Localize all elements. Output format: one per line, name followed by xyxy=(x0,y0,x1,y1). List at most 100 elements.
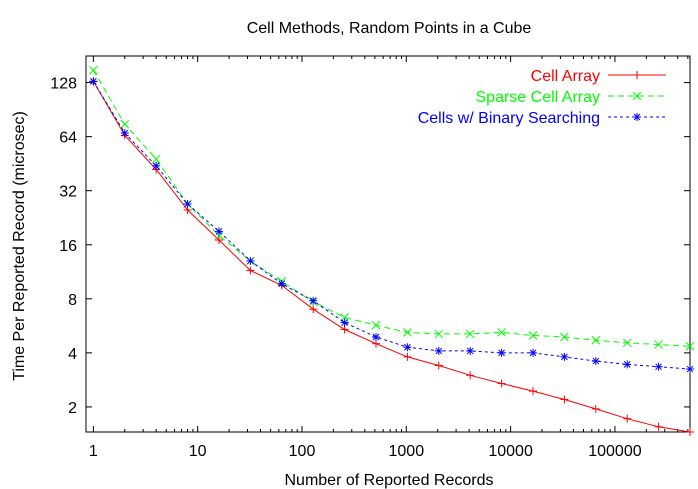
data-point xyxy=(434,329,444,339)
data-point xyxy=(214,227,223,236)
axis-ticks: 1 10 100 1000 10000 100000 2 4 8 16 32 64 128 xyxy=(50,56,690,460)
series-2 xyxy=(89,65,695,351)
y-tick-label: 128 xyxy=(50,76,77,93)
legend-entry: Cell Array xyxy=(531,68,666,85)
star-marker-b xyxy=(655,363,662,371)
data-point xyxy=(528,387,537,396)
star-marker-b xyxy=(278,280,286,288)
data-point xyxy=(340,318,349,327)
y-tick-label: 16 xyxy=(59,238,77,255)
star-marker-b xyxy=(152,162,160,170)
star-marker-b xyxy=(529,349,537,357)
data-point xyxy=(497,379,506,388)
data-point xyxy=(89,77,98,86)
cross-marker-b xyxy=(434,329,444,339)
cross-marker-b xyxy=(151,154,161,164)
star-marker-b xyxy=(184,200,191,208)
star-marker-b xyxy=(623,361,631,368)
y-axis-label: Time Per Reported Record (microsec) xyxy=(11,111,28,381)
data-point xyxy=(246,256,255,265)
data-point xyxy=(403,352,412,361)
data-point xyxy=(622,338,632,348)
series-line xyxy=(92,81,691,433)
data-point xyxy=(591,335,601,345)
y-tick-label: 4 xyxy=(68,346,77,363)
data-point xyxy=(151,154,161,164)
data-point xyxy=(309,296,318,305)
data-point xyxy=(591,357,600,366)
x-tick-label: 100000 xyxy=(588,443,641,460)
cross-marker-b xyxy=(632,91,642,101)
star-marker-b xyxy=(404,343,411,351)
y-tick-label: 2 xyxy=(68,400,77,417)
star-marker-b xyxy=(247,257,254,265)
data-point xyxy=(654,422,663,431)
data-point xyxy=(560,332,569,342)
data-point xyxy=(654,340,663,349)
legend-swatch-marker xyxy=(633,113,641,121)
cross-marker-b xyxy=(622,338,632,348)
star-marker-b xyxy=(435,347,443,355)
y-tick-label: 32 xyxy=(59,184,77,201)
data-point xyxy=(686,365,694,374)
legend-swatch-marker xyxy=(633,71,641,79)
data-point xyxy=(623,414,632,423)
cross-marker-b xyxy=(528,331,538,340)
cross-marker-b xyxy=(654,340,663,349)
x-tick-label: 1000 xyxy=(389,443,425,460)
data-point xyxy=(403,343,412,352)
x-tick-label: 1 xyxy=(89,443,98,460)
cross-marker-b xyxy=(560,332,569,342)
cross-marker-b xyxy=(120,119,130,129)
data-point xyxy=(434,361,443,370)
data-point xyxy=(623,360,632,369)
legend-label: Cell Array xyxy=(531,68,600,85)
data-point xyxy=(89,65,98,75)
data-point xyxy=(120,129,129,138)
series-3 xyxy=(89,77,694,374)
cross-marker-b xyxy=(214,231,224,240)
series-line xyxy=(92,81,691,370)
x-tick-label: 10 xyxy=(189,443,207,460)
data-point xyxy=(214,231,224,240)
data-point xyxy=(497,348,506,357)
star-marker-b xyxy=(498,349,505,357)
legend-label: Cells w/ Binary Searching xyxy=(418,110,600,127)
legend-label: Sparse Cell Array xyxy=(476,89,601,106)
data-point xyxy=(654,362,663,371)
cross-marker-b xyxy=(591,335,601,345)
star-marker-b xyxy=(372,333,380,341)
legend-swatch-marker xyxy=(632,91,642,101)
y-tick-label: 64 xyxy=(59,130,77,147)
star-marker-b xyxy=(466,347,474,355)
cross-marker-b xyxy=(371,320,381,330)
data-point xyxy=(371,333,380,342)
plot-frame xyxy=(85,55,691,433)
star-marker-b xyxy=(215,227,223,235)
data-point xyxy=(403,328,412,337)
star-marker-b xyxy=(90,78,97,85)
data-point xyxy=(591,404,600,413)
star-marker-b xyxy=(633,113,641,121)
data-point xyxy=(152,161,161,170)
cross-marker-b xyxy=(497,328,506,337)
x-axis-label: Number of Reported Records xyxy=(285,472,494,489)
star-marker-b xyxy=(561,353,568,361)
data-point xyxy=(466,371,475,380)
cross-marker-b xyxy=(89,65,98,75)
series-layer xyxy=(89,65,695,436)
data-point xyxy=(120,119,130,129)
data-point xyxy=(214,236,223,245)
data-point xyxy=(528,331,538,340)
data-point xyxy=(528,348,537,357)
chart-title: Cell Methods, Random Points in a Cube xyxy=(247,20,532,37)
data-point xyxy=(560,352,569,361)
legend-entry: Sparse Cell Array xyxy=(476,89,666,106)
legend: Cell Array Sparse Cell Array Cells w/ Bina… xyxy=(418,68,666,127)
x-tick-label: 100 xyxy=(289,443,316,460)
star-marker-b xyxy=(592,357,600,365)
data-point xyxy=(434,346,443,355)
y-tick-label: 8 xyxy=(68,292,77,309)
data-point xyxy=(371,320,381,330)
